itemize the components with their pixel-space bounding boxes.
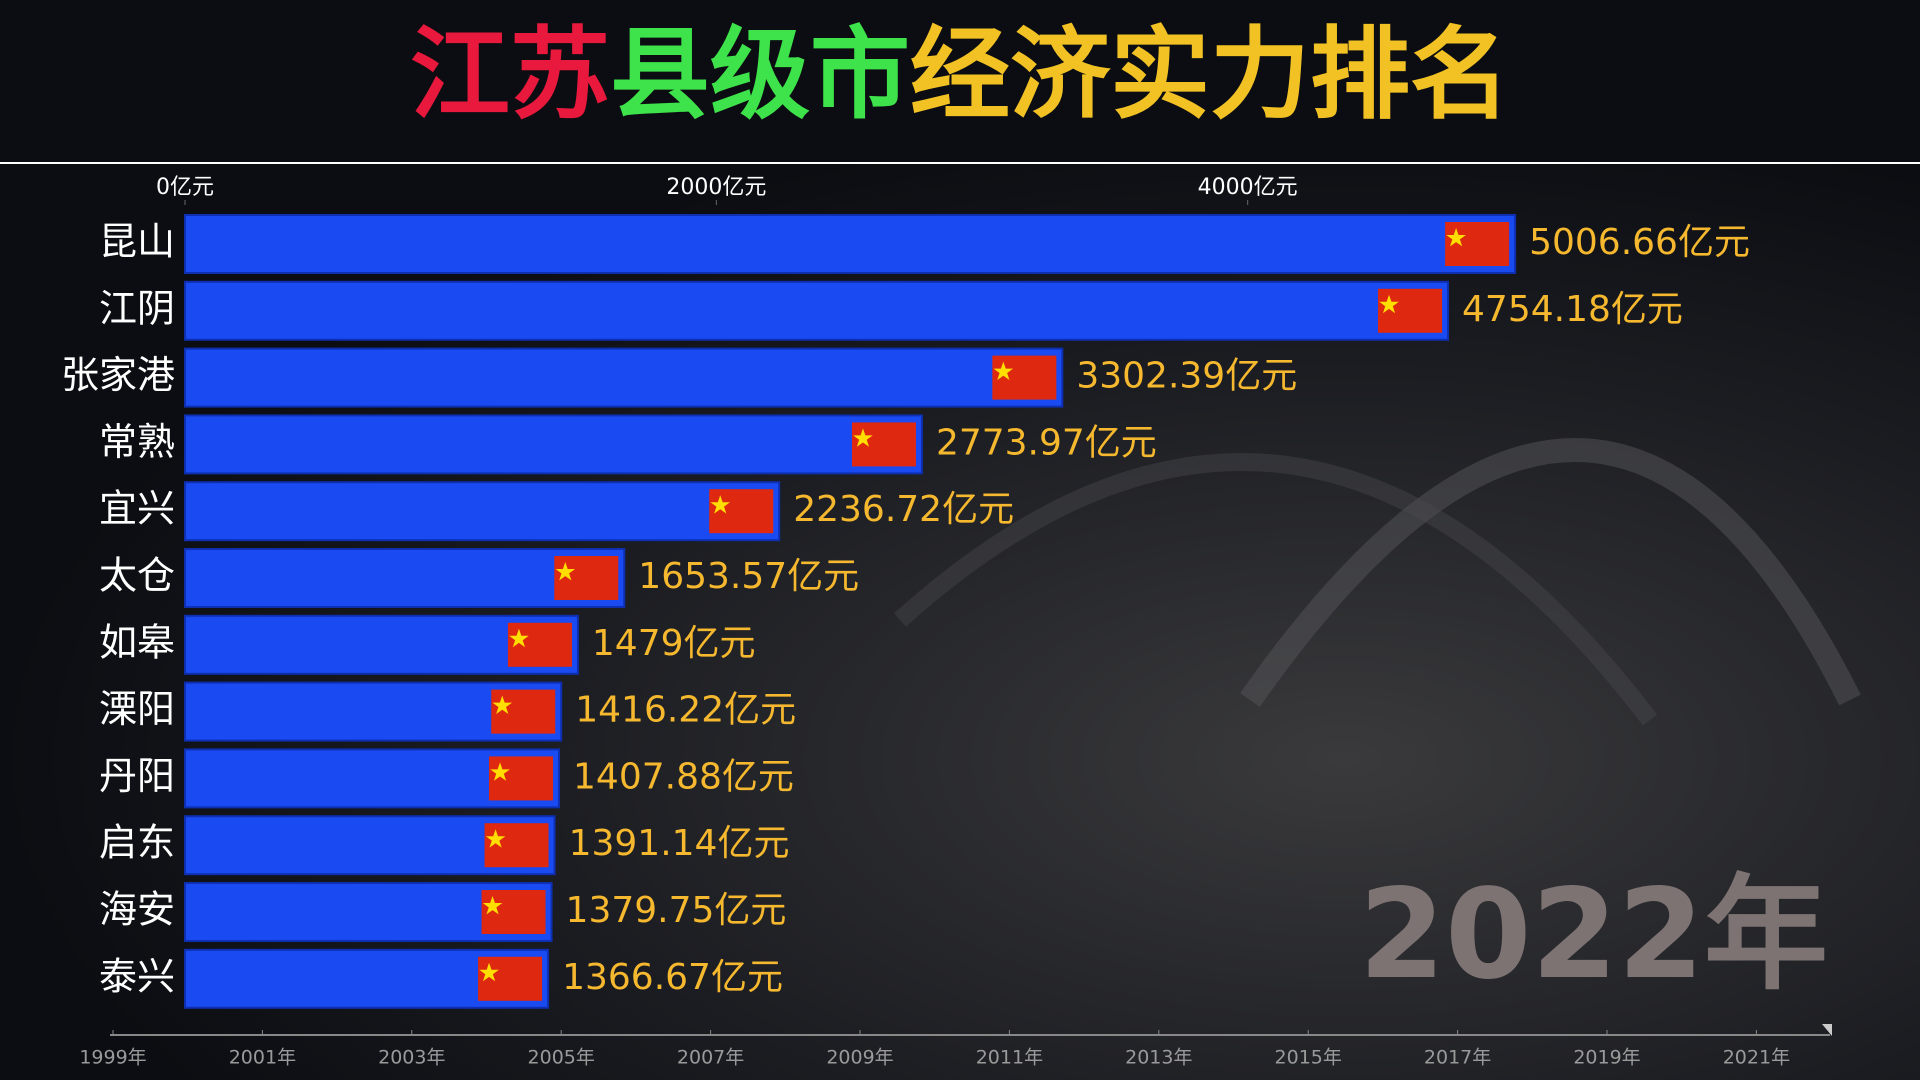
flag: [709, 489, 774, 534]
flag-star: [710, 495, 731, 514]
flag: [489, 756, 554, 801]
timeline-label: 2007年: [677, 1047, 744, 1069]
bar: [184, 481, 781, 542]
timeline-label: 2015年: [1275, 1047, 1342, 1069]
bar: [184, 280, 1450, 341]
category-label: 昆山: [99, 220, 175, 264]
title-part: 县级市: [610, 16, 910, 133]
category-label: 太仓: [99, 554, 175, 598]
category-label: 丹阳: [99, 754, 175, 798]
category-label: 溧阳: [99, 687, 175, 731]
flag-star: [1379, 294, 1399, 314]
value-label: 1407.88亿元: [573, 756, 794, 797]
timeline-label: 2013年: [1125, 1047, 1192, 1069]
timeline-label: 1999年: [79, 1047, 146, 1069]
flag: [481, 890, 546, 934]
x-tick-label: 0亿元: [156, 175, 214, 200]
value-label: 1379.75亿元: [566, 890, 787, 931]
chart-title: 江苏县级市经济实力排名: [410, 16, 1510, 133]
flag: [484, 823, 549, 868]
category-label: 如皋: [99, 620, 175, 664]
flag-star: [490, 762, 510, 781]
value-label: 1653.57亿元: [638, 556, 859, 597]
bridge-arch: [1240, 438, 1861, 707]
flag-star: [509, 628, 529, 648]
x-tick-label: 4000亿元: [1198, 175, 1298, 200]
flag-star: [993, 361, 1014, 380]
title-part: 经济实力排名: [910, 16, 1510, 133]
flag: [851, 422, 916, 467]
flag-star: [479, 962, 499, 982]
timeline-label: 2005年: [528, 1047, 595, 1069]
bridge-arch: [893, 452, 1658, 726]
category-label: 江阴: [99, 286, 175, 330]
timeline-label: 2003年: [378, 1047, 445, 1069]
timeline-label: 2001年: [229, 1047, 296, 1069]
value-label: 3302.39亿元: [1076, 356, 1297, 397]
value-label: 1479亿元: [592, 623, 756, 664]
value-label: 5006.66亿元: [1529, 222, 1750, 263]
timeline-label: 2019年: [1573, 1047, 1640, 1069]
bar: [184, 214, 1517, 274]
value-label: 1366.67亿元: [562, 957, 783, 998]
bar: [184, 347, 1064, 408]
flag: [507, 622, 572, 667]
timeline-label: 2021年: [1723, 1047, 1790, 1069]
value-label: 2773.97亿元: [936, 422, 1157, 463]
flag: [491, 689, 556, 734]
value-label: 1391.14亿元: [569, 823, 790, 864]
value-label: 1416.22亿元: [575, 690, 796, 731]
flag: [478, 956, 543, 1001]
category-label: 宜兴: [99, 487, 175, 531]
flag-star: [485, 829, 506, 848]
flag-star: [482, 896, 503, 915]
flag: [1378, 288, 1443, 333]
flag: [992, 355, 1057, 400]
category-label: 泰兴: [99, 954, 175, 998]
value-label: 2236.72亿元: [793, 489, 1014, 530]
flag: [554, 556, 619, 600]
category-label: 张家港: [61, 353, 175, 397]
timeline-label: 2017年: [1424, 1047, 1491, 1069]
timeline-marker: [1822, 1024, 1832, 1036]
value-label: 4754.18亿元: [1462, 289, 1683, 330]
category-label: 启东: [99, 821, 175, 865]
timeline-label: 2009年: [826, 1047, 893, 1069]
title-part: 江苏: [410, 16, 610, 133]
timeline-label: 2011年: [976, 1047, 1043, 1069]
bar: [184, 414, 923, 475]
flag-star: [555, 562, 576, 581]
category-label: 常熟: [99, 420, 175, 464]
x-tick-label: 2000亿元: [666, 175, 766, 200]
flag-star: [853, 428, 873, 447]
year-label: 2022年: [1359, 863, 1828, 1007]
category-label: 海安: [99, 888, 175, 932]
flag-star: [492, 695, 513, 714]
flag: [1445, 222, 1510, 266]
flag-star: [1446, 228, 1466, 247]
bar: [184, 548, 626, 608]
